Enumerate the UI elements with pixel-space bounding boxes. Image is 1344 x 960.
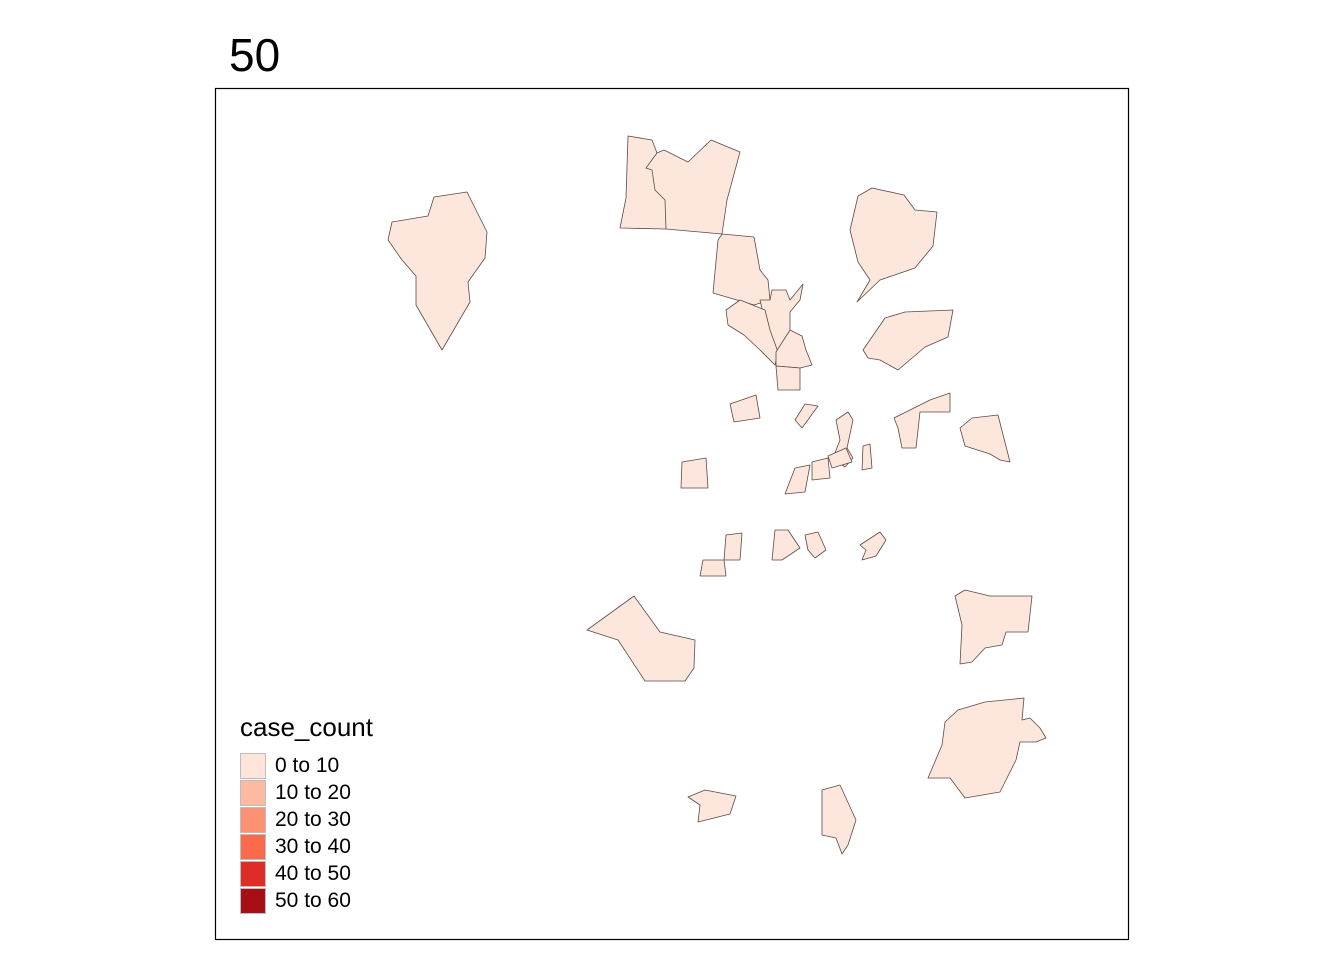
- legend-item: 10 to 20: [240, 779, 373, 806]
- legend-swatch: [240, 833, 266, 860]
- region-mid-j: [861, 443, 873, 471]
- region-mid-f: [680, 457, 709, 489]
- map-title: 50: [229, 29, 281, 81]
- legend-swatch: [240, 887, 266, 914]
- region-west: [387, 191, 488, 351]
- region-northeast-b: [862, 309, 954, 371]
- region-east-b: [927, 697, 1047, 799]
- legend-swatch: [240, 779, 266, 806]
- legend: case_count 0 to 10 10 to 20 20 to 30 30 …: [240, 712, 373, 914]
- legend-label: 50 to 60: [275, 888, 351, 912]
- region-east-a: [954, 589, 1033, 665]
- region-lowmid-b: [699, 559, 727, 577]
- region-lowmid-e: [859, 531, 887, 561]
- legend-item: 20 to 30: [240, 806, 373, 833]
- region-mid-e: [959, 414, 1011, 463]
- region-mid-b: [794, 403, 819, 429]
- legend-label: 0 to 10: [275, 753, 340, 777]
- region-mid-a: [729, 394, 761, 423]
- legend-label: 40 to 50: [275, 861, 351, 885]
- regions-layer: [387, 135, 1047, 855]
- map-frame: [214, 87, 1130, 941]
- region-northeast-a: [849, 187, 938, 303]
- region-lowmid-c: [771, 529, 801, 561]
- region-southwest: [586, 595, 696, 682]
- legend-title: case_count: [240, 712, 373, 742]
- legend-item: 0 to 10: [240, 752, 373, 779]
- region-mid-d: [893, 392, 951, 449]
- legend-item: 30 to 40: [240, 833, 373, 860]
- legend-swatch: [240, 752, 266, 779]
- region-north-c: [712, 233, 771, 306]
- legend-item: 40 to 50: [240, 860, 373, 887]
- legend-item: 50 to 60: [240, 887, 373, 914]
- legend-swatch: [240, 860, 266, 887]
- legend-label: 20 to 30: [275, 807, 351, 831]
- region-south-b: [821, 784, 857, 855]
- region-north-g: [775, 365, 801, 391]
- region-lowmid-d: [804, 531, 827, 559]
- region-south-a: [687, 789, 737, 823]
- region-mid-h: [811, 457, 831, 481]
- legend-label: 10 to 20: [275, 780, 351, 804]
- legend-label: 30 to 40: [275, 834, 351, 858]
- region-north-f: [775, 329, 813, 369]
- legend-swatch: [240, 806, 266, 833]
- region-mid-i: [827, 447, 853, 469]
- region-mid-g: [784, 464, 811, 495]
- region-lowmid-a: [723, 532, 743, 561]
